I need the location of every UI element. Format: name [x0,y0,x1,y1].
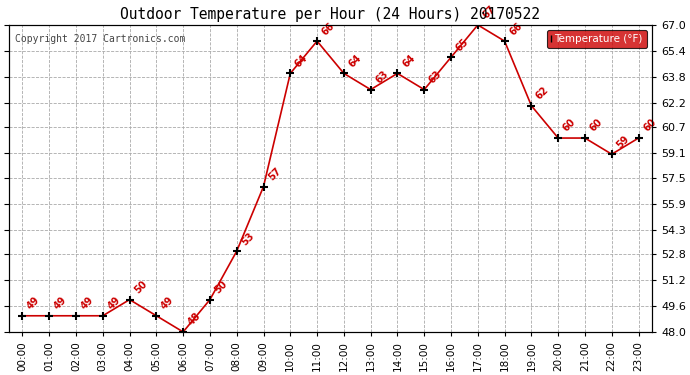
Text: 65: 65 [454,36,471,53]
Text: 50: 50 [213,279,229,296]
Text: 66: 66 [320,20,337,37]
Text: 63: 63 [427,69,444,86]
Text: 62: 62 [534,85,551,102]
Text: 64: 64 [293,53,310,69]
Text: 63: 63 [373,69,390,86]
Text: 49: 49 [106,295,122,312]
Text: 60: 60 [561,117,578,134]
Text: 57: 57 [266,166,283,182]
Text: 50: 50 [132,279,149,296]
Text: 67: 67 [481,4,497,21]
Text: 60: 60 [641,117,658,134]
Text: 64: 64 [346,53,363,69]
Text: Copyright 2017 Cartronics.com: Copyright 2017 Cartronics.com [15,34,186,44]
Title: Outdoor Temperature per Hour (24 Hours) 20170522: Outdoor Temperature per Hour (24 Hours) … [121,8,540,22]
Text: 49: 49 [52,295,68,312]
Text: 66: 66 [507,20,524,37]
Text: 59: 59 [615,134,631,150]
Text: 64: 64 [400,53,417,69]
Text: 53: 53 [239,230,256,247]
Text: 60: 60 [588,117,604,134]
Text: 49: 49 [79,295,95,312]
Text: 48: 48 [186,311,203,328]
Legend: Temperature (°F): Temperature (°F) [547,30,647,48]
Text: 49: 49 [26,295,42,312]
Text: 49: 49 [159,295,176,312]
